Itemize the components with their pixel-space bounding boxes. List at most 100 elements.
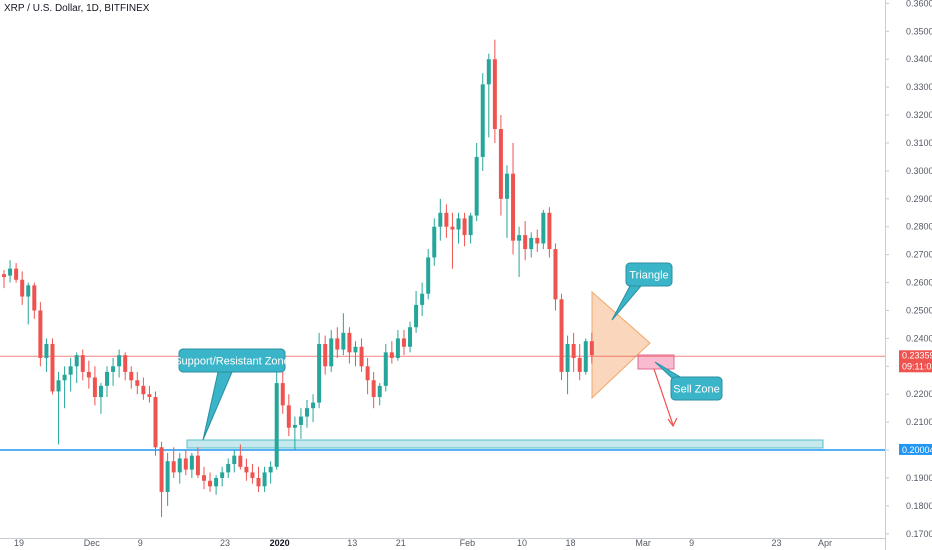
candle (511, 142, 516, 255)
support-level-value: 0.20004 (902, 445, 932, 455)
candle (68, 357, 73, 392)
candle (535, 229, 540, 252)
sell-zone-box[interactable] (637, 354, 675, 370)
candle (135, 371, 140, 395)
candle (159, 441, 164, 518)
triangle-callout-text: Triangle (629, 270, 668, 282)
candle (298, 408, 303, 439)
candle (262, 466, 267, 492)
candle (347, 327, 352, 364)
candle (214, 475, 219, 495)
candle (62, 366, 67, 409)
candle (220, 466, 225, 487)
candle (256, 466, 261, 492)
candle (359, 338, 364, 372)
support-callout-text: Support/Resistant Zone (174, 356, 290, 368)
candle (504, 165, 509, 238)
candle (541, 209, 546, 250)
candle (26, 282, 31, 325)
candle (583, 338, 588, 375)
candle (250, 464, 255, 484)
candle (565, 335, 570, 395)
candle (353, 341, 358, 367)
candle (401, 330, 406, 356)
sell-zone-callout[interactable]: Sell Zone (654, 361, 723, 401)
x-tick-label: Mar (635, 538, 651, 548)
candle (238, 444, 243, 470)
candle (44, 338, 49, 372)
candle (335, 327, 340, 358)
x-tick-label: 23 (771, 538, 781, 548)
candle (2, 270, 6, 289)
candle (577, 343, 582, 381)
candle (480, 73, 485, 171)
candle (50, 338, 55, 395)
x-tick-label: Feb (460, 538, 476, 548)
x-tick-label: Dec (84, 538, 101, 548)
candle (414, 290, 419, 333)
candle (117, 349, 122, 378)
candle (311, 394, 316, 423)
candle (74, 352, 79, 384)
candle (286, 394, 291, 437)
candle (389, 341, 394, 364)
x-tick-label: 2020 (270, 538, 290, 548)
annotation-shapes[interactable] (186, 290, 824, 449)
candle (195, 447, 200, 478)
candle (38, 302, 43, 367)
sell-zone-callout-text: Sell Zone (673, 384, 719, 396)
support-price-badge: 0.20004 (899, 443, 932, 455)
candle (438, 198, 443, 241)
triangle-callout[interactable]: Triangle (611, 262, 673, 321)
candle (571, 332, 576, 372)
candle (462, 212, 467, 247)
candle (292, 416, 297, 451)
candle (420, 282, 425, 317)
candle (408, 321, 413, 353)
x-tick-label: 10 (517, 538, 527, 548)
candle (268, 461, 273, 484)
candle (147, 385, 152, 403)
candle (529, 232, 534, 258)
countdown-value: 09:11:03 (902, 361, 932, 371)
candle (92, 366, 97, 406)
candle (226, 458, 231, 478)
candle (153, 391, 158, 456)
candle (456, 212, 461, 244)
x-tick-label: 13 (347, 538, 357, 548)
x-tick-label: 21 (396, 538, 406, 548)
support-resistance-zone[interactable] (186, 439, 824, 449)
candle (171, 447, 176, 478)
x-tick-label: Apr (818, 538, 832, 548)
forecast-arrow[interactable] (653, 368, 678, 428)
candle (14, 263, 19, 283)
x-tick-label: 18 (565, 538, 575, 548)
support-callout[interactable]: Support/Resistant Zone (174, 348, 290, 441)
candle (317, 332, 322, 409)
candle (105, 366, 110, 398)
y-tick-label: 0.36000 (906, 0, 932, 8)
candle (444, 204, 449, 238)
y-axis[interactable]: 0.170000.180000.190000.200000.210000.220… (885, 0, 932, 539)
candle (305, 399, 309, 428)
candle (111, 357, 116, 386)
candle (232, 450, 237, 473)
chart-title: XRP / U.S. Dollar, 1D, BITFINEX (4, 3, 150, 14)
x-axis[interactable]: 19 Dec 9 23 2020 13 21 Feb 10 18 Mar 9 23 Apr (14, 538, 832, 548)
last-price-badge: 0.23359 09:11:03 (899, 350, 932, 373)
x-tick-label: 19 (14, 538, 24, 548)
